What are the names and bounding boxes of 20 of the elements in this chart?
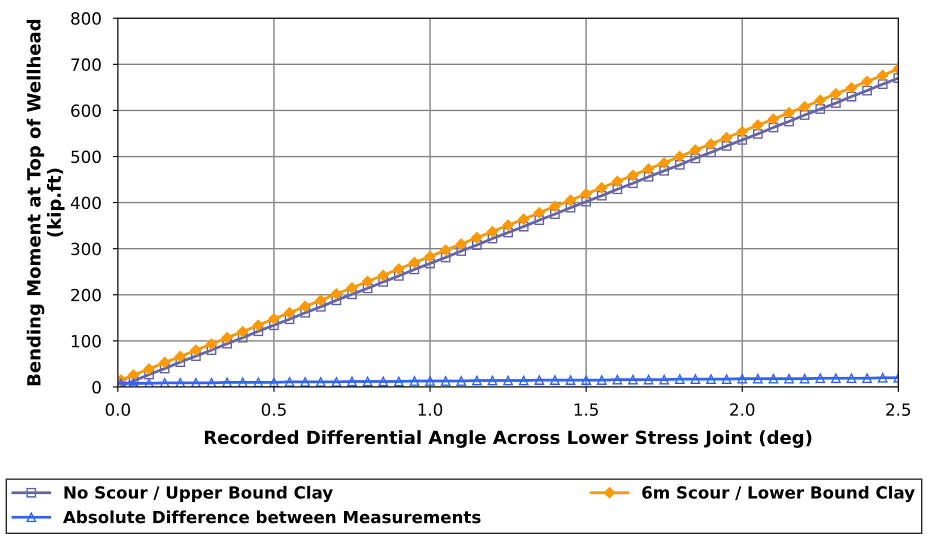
y-tick-label: 700 — [71, 58, 101, 71]
x-tick-label: 2.5 — [886, 403, 910, 416]
legend-label: 6m Scour / Lower Bound Clay — [642, 486, 915, 502]
y-tick-label: 600 — [71, 104, 101, 117]
y-tick-label: 200 — [71, 288, 101, 302]
x-axis-title: Recorded Differential Angle Across Lower Stress Joint (deg) — [204, 430, 812, 448]
y-tick-label: 800 — [71, 12, 101, 25]
y-tick-label: 400 — [70, 196, 101, 210]
y-axis-title: Bending Moment at Top of Wellhead (kip.ft) — [26, 20, 65, 386]
x-tick-label: 1.0 — [418, 403, 442, 416]
x-tick-label: 0.0 — [106, 403, 130, 416]
x-tick-label: 1.5 — [574, 403, 598, 416]
y-tick-label: 500 — [71, 150, 101, 164]
legend-label: No Scour / Upper Bound Clay — [64, 486, 333, 502]
x-tick-label: 0.5 — [262, 403, 286, 416]
legend-label: Absolute Difference between Measurements — [63, 510, 480, 524]
y-tick-label: 100 — [72, 334, 101, 348]
x-tick-label: 2.0 — [730, 403, 754, 416]
y-tick-label: 0 — [92, 380, 101, 394]
y-tick-label: 300 — [71, 242, 101, 256]
